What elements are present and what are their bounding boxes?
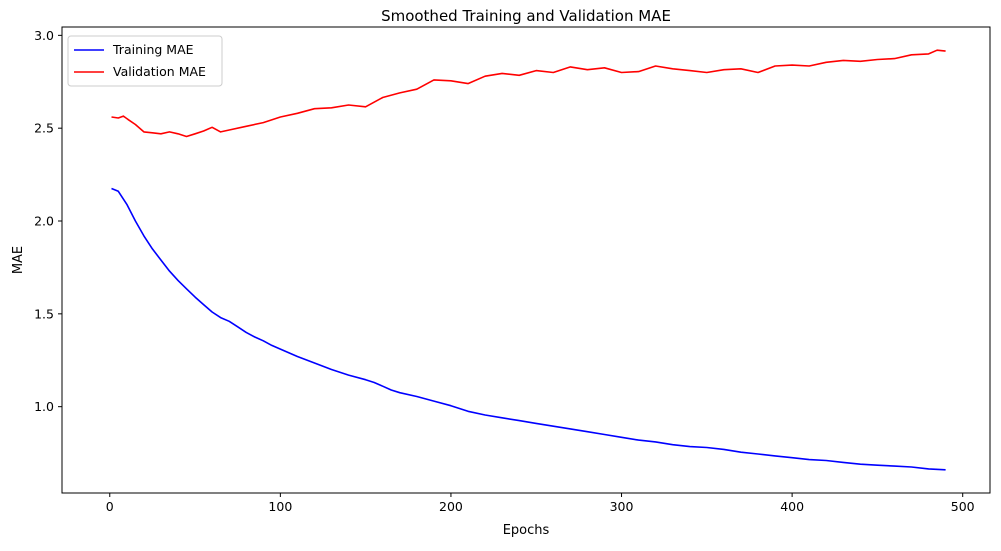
x-tick-label: 400 — [780, 499, 804, 514]
plot-background — [62, 27, 990, 493]
y-tick-label: 1.0 — [34, 399, 54, 414]
training-mae-line — [111, 187, 946, 471]
x-tick-label: 500 — [951, 499, 975, 514]
series-lines — [111, 49, 946, 471]
x-tick-label: 0 — [106, 499, 114, 514]
chart-title: Smoothed Training and Validation MAE — [381, 7, 671, 25]
x-tick-label: 200 — [439, 499, 463, 514]
x-axis-title: Epochs — [503, 523, 550, 538]
validation-mae-line — [111, 49, 946, 138]
y-tick-label: 1.5 — [34, 306, 54, 321]
x-tick-label: 300 — [610, 499, 634, 514]
y-tick-label: 3.0 — [34, 28, 54, 43]
x-axis: 0 100 200 300 400 500 — [106, 493, 975, 514]
legend-label-training: Training MAE — [112, 42, 194, 57]
y-tick-label: 2.0 — [34, 214, 54, 229]
legend: Training MAE Validation MAE — [67, 35, 223, 87]
y-tick-label: 2.5 — [34, 121, 54, 136]
y-axis-title: MAE — [11, 246, 26, 274]
legend-box — [67, 35, 223, 87]
legend-label-validation: Validation MAE — [113, 64, 206, 79]
y-axis: 1.0 1.5 2.0 2.5 3.0 — [34, 28, 62, 414]
plot-frame — [61, 26, 991, 494]
x-tick-label: 100 — [268, 499, 292, 514]
